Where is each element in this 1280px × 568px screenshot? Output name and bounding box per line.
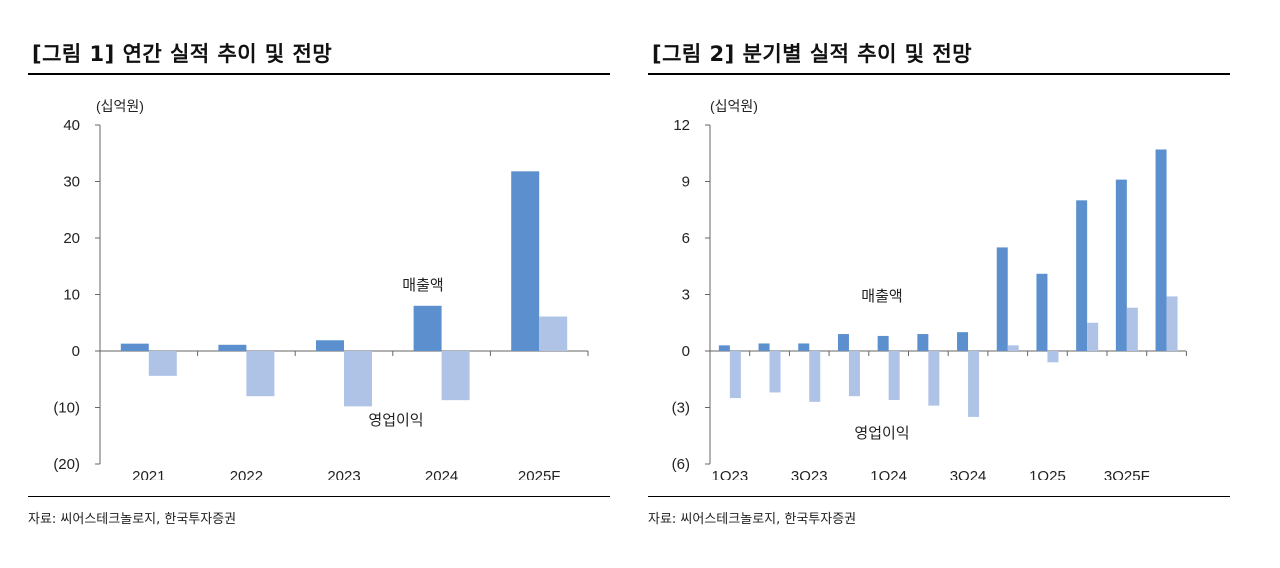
operating-income-bar (1126, 307, 1138, 351)
x-tick-label: 2023 (327, 468, 360, 480)
revenue-bar (957, 332, 969, 351)
revenue-bar (837, 334, 849, 351)
x-tick-label: 1Q23 (711, 468, 748, 480)
y-tick-label: 0 (72, 343, 80, 360)
footer-rule (28, 496, 610, 497)
revenue-bar (218, 344, 247, 351)
y-tick-label: (3) (672, 400, 690, 417)
x-tick-label: 1Q24 (870, 468, 907, 480)
quarterly-chart-panel: [그림 2] 분기별 실적 추이 및 전망 (십억원) 12 9 6 3 0 (3) (6) 1… (648, 0, 1248, 568)
x-tick-label: 2024 (425, 468, 458, 480)
y-tick-label: 6 (682, 230, 690, 247)
y-tick-label: (20) (53, 456, 80, 473)
operating-income-bar (809, 351, 821, 402)
footer-rule (648, 496, 1230, 497)
operating-income-bar (441, 351, 470, 401)
revenue-bar (917, 334, 929, 351)
revenue-series-label: 매출액 (861, 288, 902, 305)
operating-income-bar (888, 351, 900, 400)
unit-label: (십억원) (710, 98, 758, 114)
operating-income-bar (148, 351, 177, 376)
operating-income-bar (729, 351, 741, 399)
y-tick-label: 3 (682, 287, 690, 304)
source-note: 자료: 씨어스테크놀로지, 한국투자증권 (28, 512, 237, 527)
unit-label: (십억원) (96, 98, 144, 114)
x-tick-label: 3Q24 (950, 468, 987, 480)
revenue-bar (120, 343, 149, 351)
y-tick-label: (6) (672, 456, 690, 473)
revenue-bar (316, 340, 344, 351)
y-tick-label: 20 (63, 230, 80, 247)
x-tick-label: 2021 (132, 468, 165, 480)
chart-title: [그림 2] 분기별 실적 추이 및 전망 (652, 42, 973, 66)
title-rule (648, 73, 1230, 75)
y-tick-label: (10) (53, 400, 80, 417)
x-tick-label: 2022 (230, 468, 263, 480)
source-note: 자료: 씨어스테크놀로지, 한국투자증권 (648, 512, 857, 527)
x-tick-label: 2025F (518, 468, 561, 480)
y-tick-label: 30 (63, 174, 80, 191)
x-tick-label: 3Q23 (791, 468, 828, 480)
x-tick-label: 1Q25 (1029, 468, 1066, 480)
operating-income-bar (344, 351, 372, 407)
revenue-series-label: 매출액 (402, 277, 443, 294)
operating-income-bar (968, 351, 980, 417)
operating-income-series-label: 영업이익 (854, 425, 909, 442)
y-tick-label: 9 (682, 174, 690, 191)
chart-title: [그림 1] 연간 실적 추이 및 전망 (32, 42, 333, 66)
operating-income-series-label: 영업이익 (368, 412, 423, 429)
revenue-bar (1155, 149, 1167, 351)
operating-income-bar (1087, 322, 1099, 351)
annual-chart-panel: [그림 1] 연간 실적 추이 및 전망 (십억원) 40 30 20 10 0 (10)(… (28, 0, 628, 568)
operating-income-bar (539, 316, 568, 351)
operating-income-bar (848, 351, 860, 397)
revenue-bar (758, 343, 770, 351)
y-tick-label: 10 (63, 287, 80, 304)
revenue-bar (511, 171, 540, 351)
operating-income-bar (1166, 296, 1178, 351)
revenue-bar (996, 247, 1008, 351)
operating-income-bar (1047, 351, 1059, 363)
revenue-bar (1036, 273, 1048, 351)
x-tick-label: 3Q25F (1104, 468, 1150, 480)
quarterly-bar-chart: (십억원) 12 9 6 3 0 (3) (6) 1Q23 3Q23 1Q24 3Q24 1Q25 3Q2… (672, 98, 1187, 480)
operating-income-bar (246, 351, 275, 397)
revenue-bar (718, 345, 730, 351)
revenue-bar (798, 343, 810, 351)
title-rule (28, 73, 610, 75)
y-tick-label: 0 (682, 343, 690, 360)
annual-bar-chart: (십억원) 40 30 20 10 0 (10) (20) 2021 2022 2023 2024 20… (53, 98, 589, 480)
revenue-bar (1076, 200, 1088, 351)
y-tick-label: 12 (673, 117, 690, 134)
revenue-bar (877, 335, 889, 351)
operating-income-bar (928, 351, 940, 406)
y-tick-label: 40 (63, 117, 80, 134)
operating-income-bar (769, 351, 781, 393)
revenue-bar (413, 305, 442, 351)
revenue-bar (1115, 179, 1127, 351)
operating-income-bar (1007, 345, 1019, 351)
